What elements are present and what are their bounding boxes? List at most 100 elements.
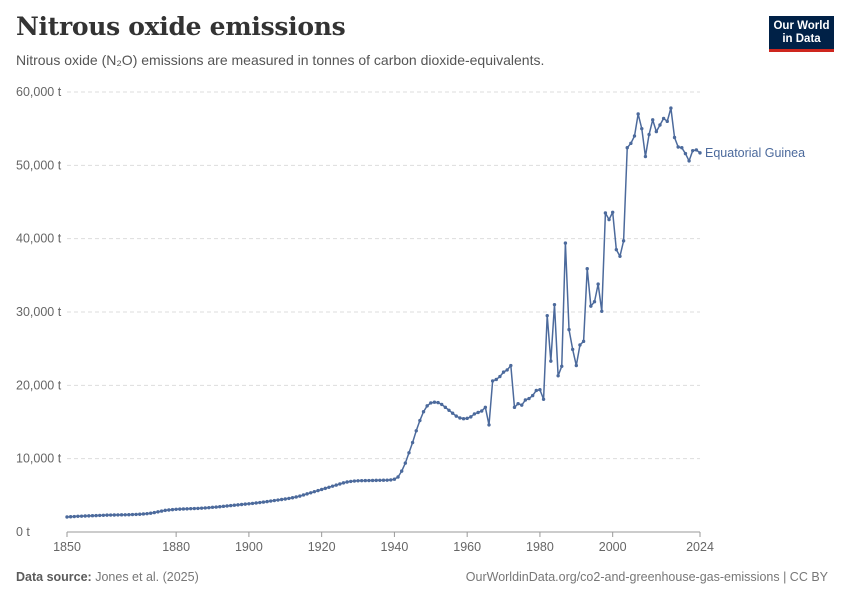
data-point[interactable]	[669, 106, 673, 110]
data-point[interactable]	[338, 482, 342, 486]
data-point[interactable]	[159, 509, 164, 513]
data-point[interactable]	[403, 461, 408, 465]
data-point[interactable]	[592, 300, 597, 304]
data-point[interactable]	[691, 148, 695, 153]
data-point[interactable]	[374, 478, 378, 483]
data-point[interactable]	[83, 514, 87, 518]
data-point[interactable]	[516, 401, 520, 406]
data-point[interactable]	[178, 507, 182, 511]
data-point[interactable]	[385, 478, 389, 482]
data-point[interactable]	[458, 416, 462, 420]
data-point[interactable]	[647, 132, 651, 137]
data-point[interactable]	[421, 410, 426, 414]
data-point[interactable]	[239, 502, 244, 507]
data-point[interactable]	[279, 497, 284, 502]
data-point[interactable]	[450, 411, 455, 415]
data-point[interactable]	[607, 217, 611, 222]
data-point[interactable]	[672, 135, 677, 140]
data-point[interactable]	[323, 486, 327, 491]
data-point[interactable]	[199, 506, 204, 510]
series-line[interactable]	[66, 107, 701, 518]
data-point[interactable]	[309, 491, 313, 495]
data-point[interactable]	[108, 513, 113, 517]
data-point[interactable]	[221, 504, 226, 509]
data-point[interactable]	[196, 506, 200, 511]
data-point[interactable]	[101, 513, 106, 517]
data-point[interactable]	[174, 507, 178, 511]
data-point[interactable]	[305, 492, 309, 496]
data-point[interactable]	[490, 379, 495, 383]
data-point[interactable]	[683, 151, 688, 156]
data-point[interactable]	[636, 112, 640, 116]
owid-logo[interactable]: Our World in Data	[769, 16, 834, 52]
data-point[interactable]	[76, 514, 80, 519]
data-point[interactable]	[407, 451, 411, 455]
data-point[interactable]	[432, 400, 437, 404]
data-point[interactable]	[581, 339, 586, 344]
data-point[interactable]	[265, 499, 269, 504]
data-point[interactable]	[138, 512, 142, 516]
data-point[interactable]	[272, 498, 277, 503]
data-point[interactable]	[589, 304, 593, 308]
data-point[interactable]	[370, 478, 375, 483]
data-point[interactable]	[65, 515, 69, 519]
data-point[interactable]	[610, 210, 615, 214]
data-point[interactable]	[425, 404, 429, 408]
data-point[interactable]	[472, 412, 477, 416]
data-point[interactable]	[447, 408, 451, 412]
data-point[interactable]	[87, 514, 91, 518]
data-point[interactable]	[105, 513, 109, 517]
data-point[interactable]	[254, 501, 258, 505]
data-point[interactable]	[141, 512, 146, 516]
data-point[interactable]	[600, 309, 604, 313]
data-point[interactable]	[461, 417, 466, 421]
data-point[interactable]	[247, 502, 251, 506]
data-point[interactable]	[618, 254, 622, 258]
data-point[interactable]	[680, 146, 684, 150]
data-point[interactable]	[316, 488, 320, 493]
data-point[interactable]	[116, 513, 120, 517]
data-point[interactable]	[319, 487, 324, 492]
data-point[interactable]	[389, 478, 393, 482]
data-point[interactable]	[312, 489, 317, 494]
data-point[interactable]	[392, 477, 397, 481]
data-point[interactable]	[399, 469, 404, 473]
data-point[interactable]	[327, 485, 331, 489]
data-point[interactable]	[225, 504, 229, 508]
data-point[interactable]	[440, 402, 444, 407]
data-point[interactable]	[232, 503, 237, 507]
data-point[interactable]	[560, 364, 564, 368]
data-point[interactable]	[156, 510, 160, 514]
data-point[interactable]	[487, 423, 491, 427]
data-point[interactable]	[476, 410, 480, 415]
data-point[interactable]	[585, 267, 589, 271]
data-point[interactable]	[94, 513, 98, 518]
data-point[interactable]	[483, 405, 488, 410]
data-point[interactable]	[651, 118, 655, 122]
data-point[interactable]	[414, 429, 418, 433]
data-point[interactable]	[614, 247, 619, 252]
data-point[interactable]	[523, 398, 528, 402]
data-point[interactable]	[625, 146, 629, 150]
data-point[interactable]	[512, 405, 517, 410]
data-point[interactable]	[654, 129, 659, 134]
data-point[interactable]	[465, 416, 469, 421]
data-point[interactable]	[505, 368, 509, 372]
data-point[interactable]	[520, 403, 524, 407]
data-point[interactable]	[185, 507, 189, 511]
data-point[interactable]	[119, 513, 124, 517]
data-point[interactable]	[334, 483, 338, 487]
data-point[interactable]	[469, 415, 473, 419]
data-point[interactable]	[694, 148, 699, 152]
data-point[interactable]	[181, 507, 186, 511]
data-point[interactable]	[367, 478, 371, 483]
data-point[interactable]	[152, 510, 157, 515]
data-point[interactable]	[290, 496, 295, 500]
data-point[interactable]	[596, 282, 600, 286]
data-point[interactable]	[687, 159, 691, 163]
data-point[interactable]	[210, 505, 215, 510]
data-point[interactable]	[130, 512, 135, 517]
data-point[interactable]	[98, 513, 102, 518]
data-point[interactable]	[563, 241, 568, 245]
data-point[interactable]	[363, 478, 368, 483]
